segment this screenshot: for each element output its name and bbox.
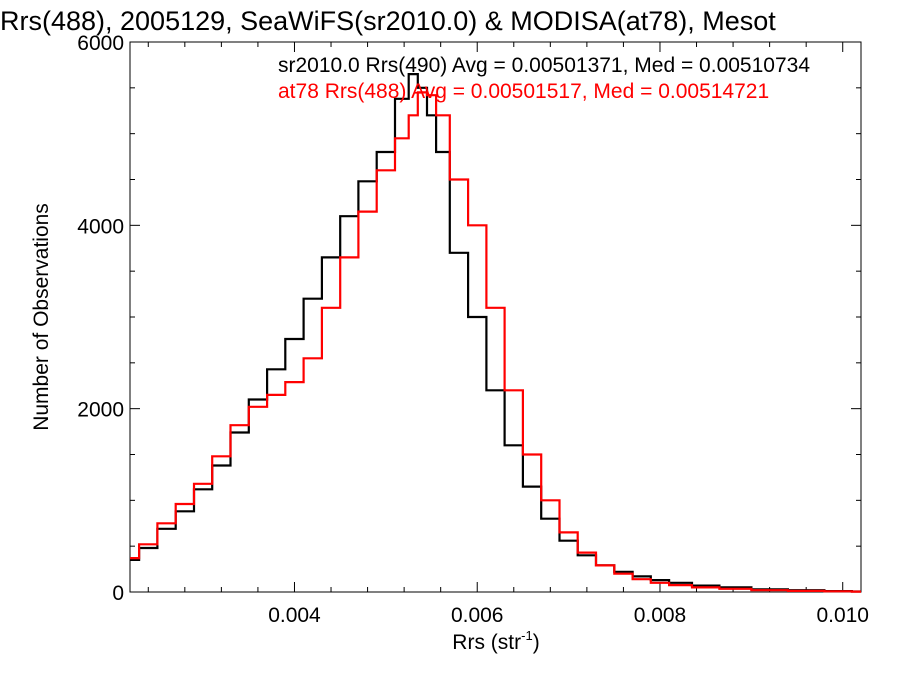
plot-frame bbox=[129, 41, 862, 593]
y-axis-label: Number of Observations bbox=[30, 203, 53, 431]
x-axis-label-text: Rrs (str bbox=[452, 631, 521, 654]
x-axis-label-sup: -1 bbox=[521, 628, 533, 643]
ticks-layer: 0.004 0.006 0.008 0.010 0 2000 4000 6000 bbox=[77, 32, 869, 627]
y-tick-label: 4000 bbox=[77, 215, 124, 238]
chart-title: Rrs(488), 2005129, SeaWiFS(sr2010.0) & M… bbox=[0, 6, 776, 36]
x-tick-label: 0.006 bbox=[451, 604, 504, 627]
legend-entry-at78: at78 Rrs(488) Avg = 0.00501517, Med = 0.… bbox=[278, 80, 769, 103]
x-axis-label: Rrs (str-1) bbox=[452, 628, 539, 654]
x-tick-label: 0.010 bbox=[816, 604, 869, 627]
y-tick-label: 6000 bbox=[77, 32, 124, 55]
series-line-1 bbox=[130, 91, 861, 593]
x-tick-label: 0.008 bbox=[634, 604, 687, 627]
y-tick-label: 0 bbox=[112, 582, 124, 605]
series-line-0 bbox=[130, 73, 861, 593]
x-tick-label: 0.004 bbox=[268, 604, 321, 627]
y-tick-label: 2000 bbox=[77, 399, 124, 422]
legend-entry-sr2010: sr2010.0 Rrs(490) Avg = 0.00501371, Med … bbox=[278, 54, 810, 77]
x-axis-label-close: ) bbox=[533, 631, 540, 654]
series-layer bbox=[130, 73, 861, 593]
